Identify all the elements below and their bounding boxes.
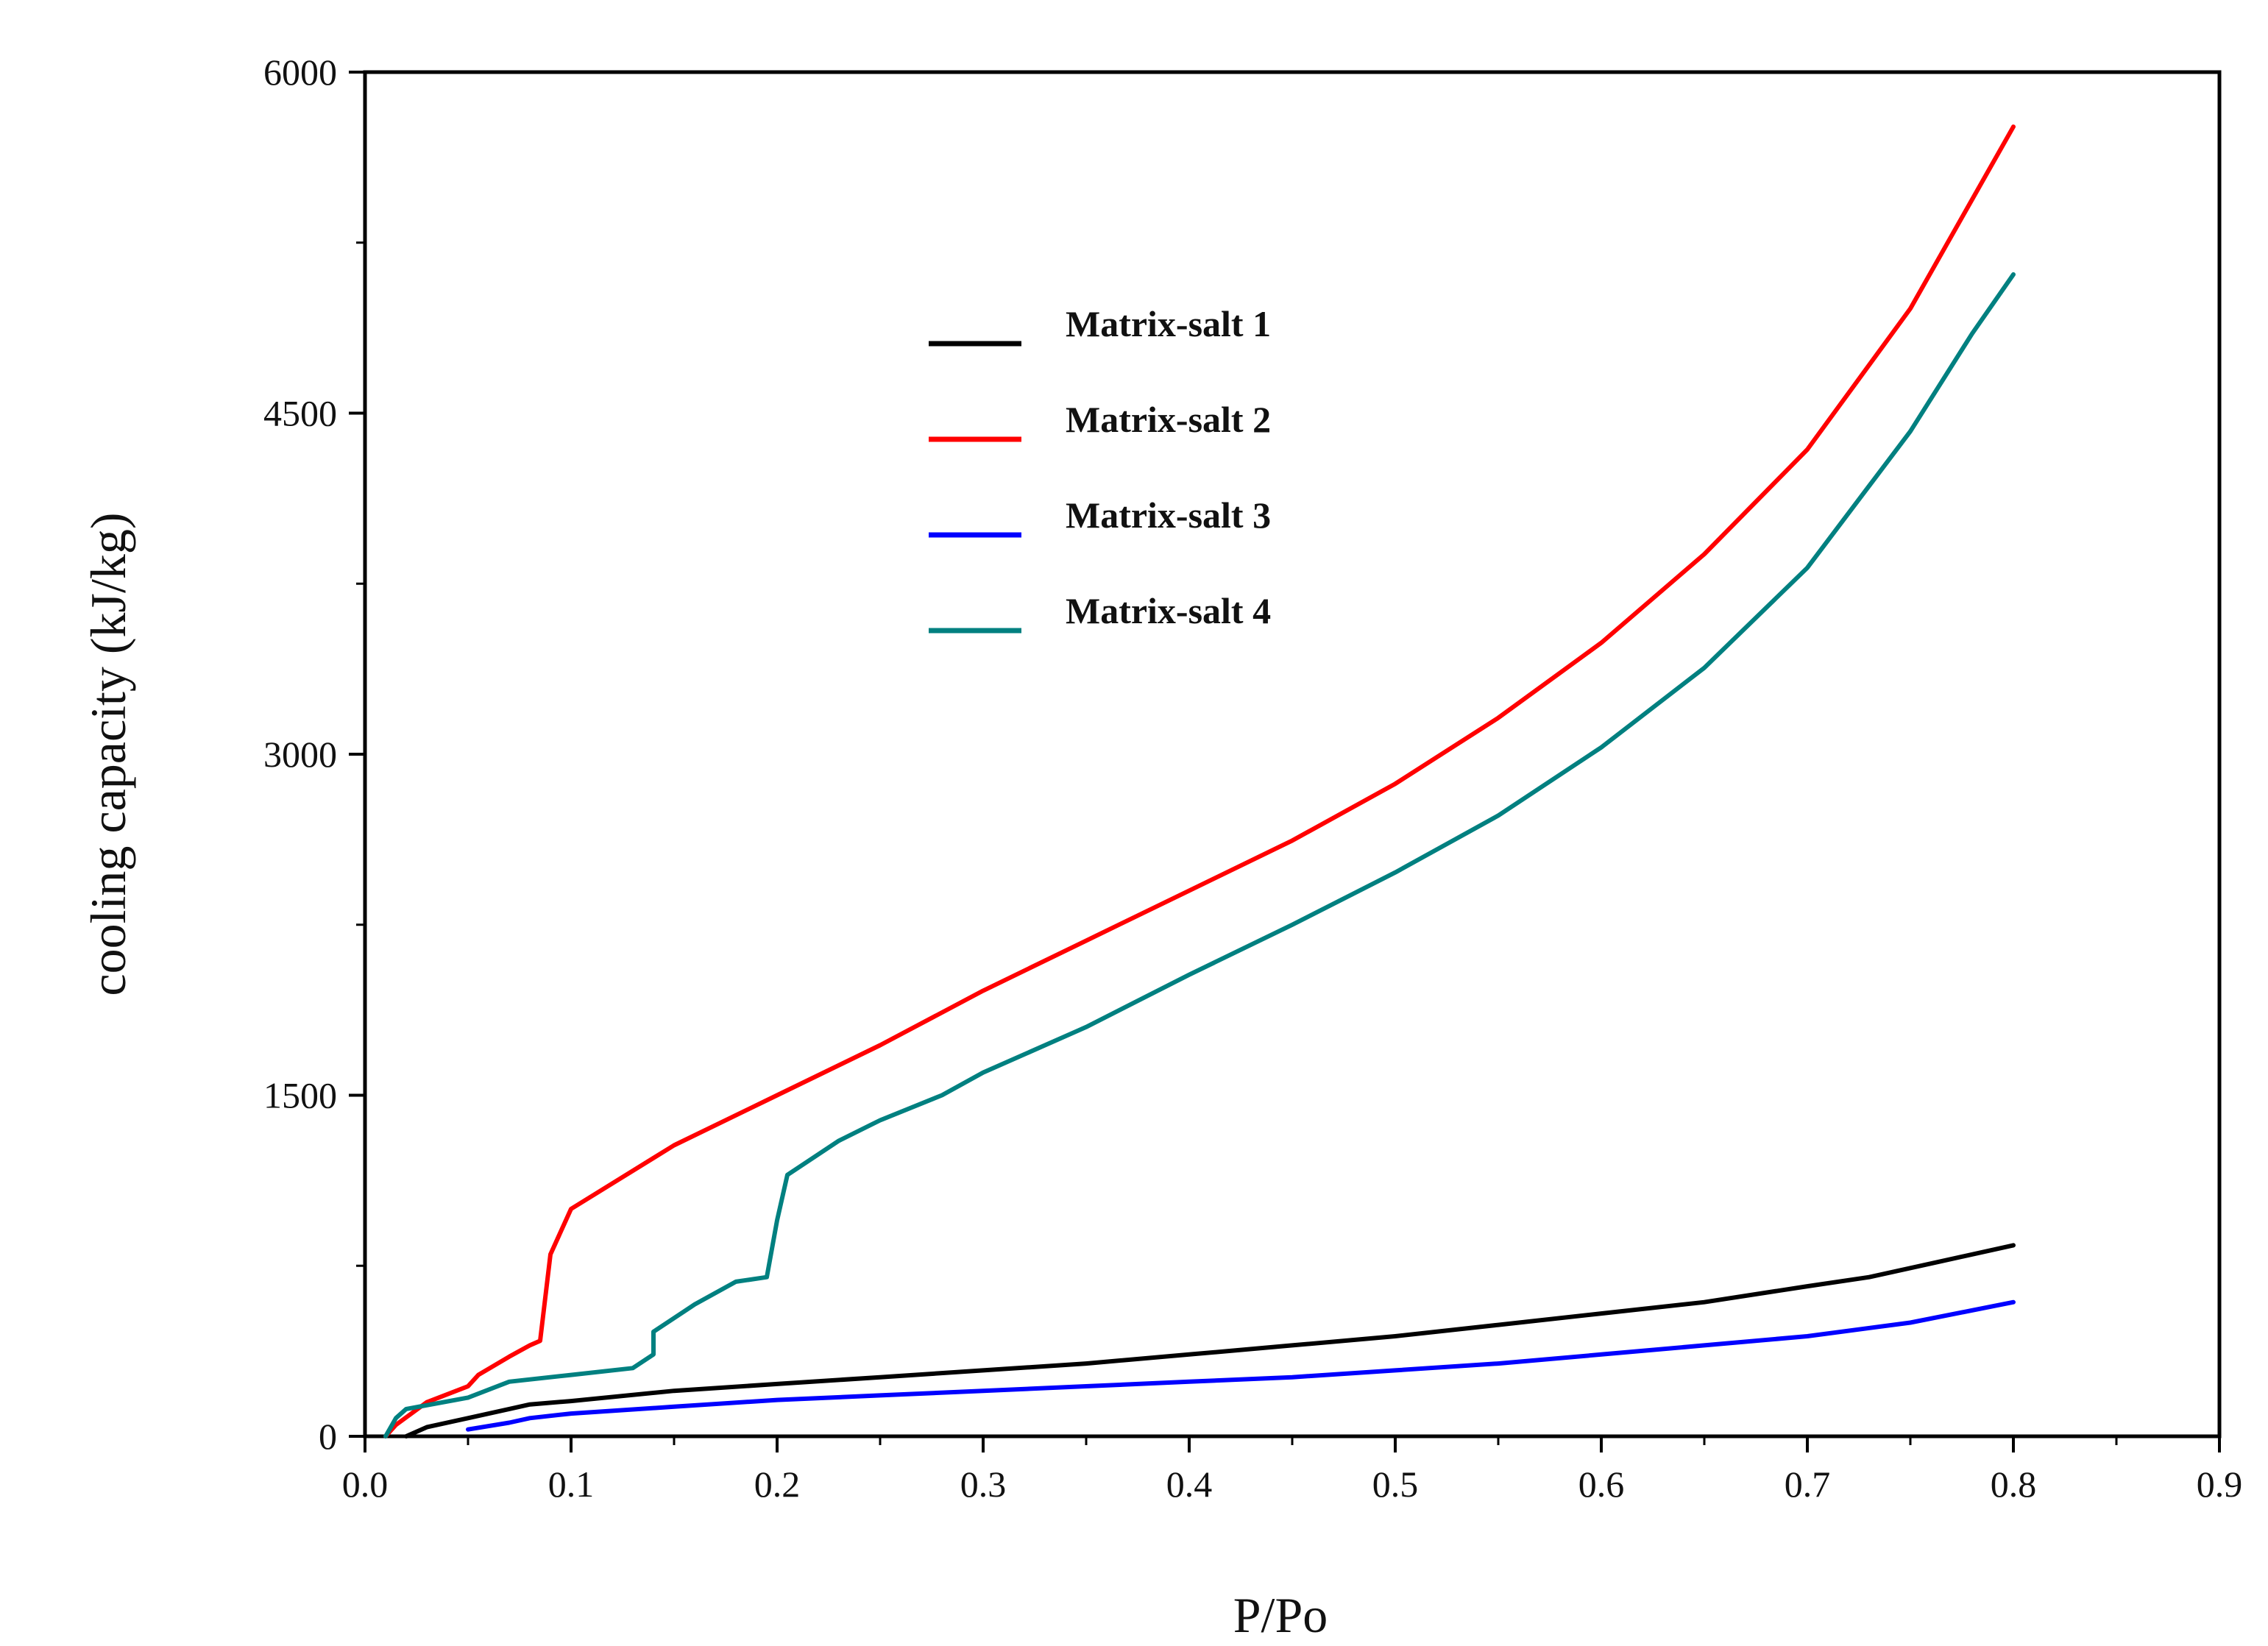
series-layer xyxy=(383,124,2016,1439)
legend-label-2: Matrix-salt 2 xyxy=(1066,399,1271,440)
legend-label-3: Matrix-salt 3 xyxy=(1066,494,1271,536)
y-axis-title: cooling capacity (kJ/kg) xyxy=(80,512,136,996)
x-tick-label: 0.4 xyxy=(1166,1464,1213,1505)
x-tick-label: 0.1 xyxy=(548,1464,595,1505)
series-line-1 xyxy=(404,1243,2016,1439)
plot-frame xyxy=(363,70,2222,1439)
x-tick-label: 0.6 xyxy=(1578,1464,1625,1505)
x-tick-label: 0.2 xyxy=(754,1464,801,1505)
legend-label-4: Matrix-salt 4 xyxy=(1066,590,1271,631)
x-tick-label: 0.8 xyxy=(1991,1464,2037,1505)
legend: Matrix-salt 1 Matrix-salt 2 Matrix-salt 3 M… xyxy=(929,303,1271,634)
y-tick-label: 0 xyxy=(319,1416,337,1457)
x-tick-label: 0.5 xyxy=(1372,1464,1419,1505)
series-line-2 xyxy=(383,124,2016,1439)
legend-label-1: Matrix-salt 1 xyxy=(1066,303,1271,344)
axes-layer: 0.0 0.1 0.2 0.3 0.4 0.5 0.6 0.7 0.8 0.9 0 1500 3000 4… xyxy=(263,52,2242,1505)
x-tick-label: 0.0 xyxy=(342,1464,389,1505)
x-tick-label: 0.3 xyxy=(960,1464,1007,1505)
x-tick-label: 0.7 xyxy=(1785,1464,1831,1505)
y-tick-label: 3000 xyxy=(263,734,337,775)
y-tick-label: 1500 xyxy=(263,1075,337,1116)
y-tick-label: 6000 xyxy=(263,52,337,93)
y-tick-label: 4500 xyxy=(263,393,337,434)
series-line-4 xyxy=(383,272,2016,1439)
x-axis-title: P/Po xyxy=(1233,1587,1328,1643)
x-tick-label: 0.9 xyxy=(2197,1464,2243,1505)
series-line-3 xyxy=(466,1299,2016,1432)
